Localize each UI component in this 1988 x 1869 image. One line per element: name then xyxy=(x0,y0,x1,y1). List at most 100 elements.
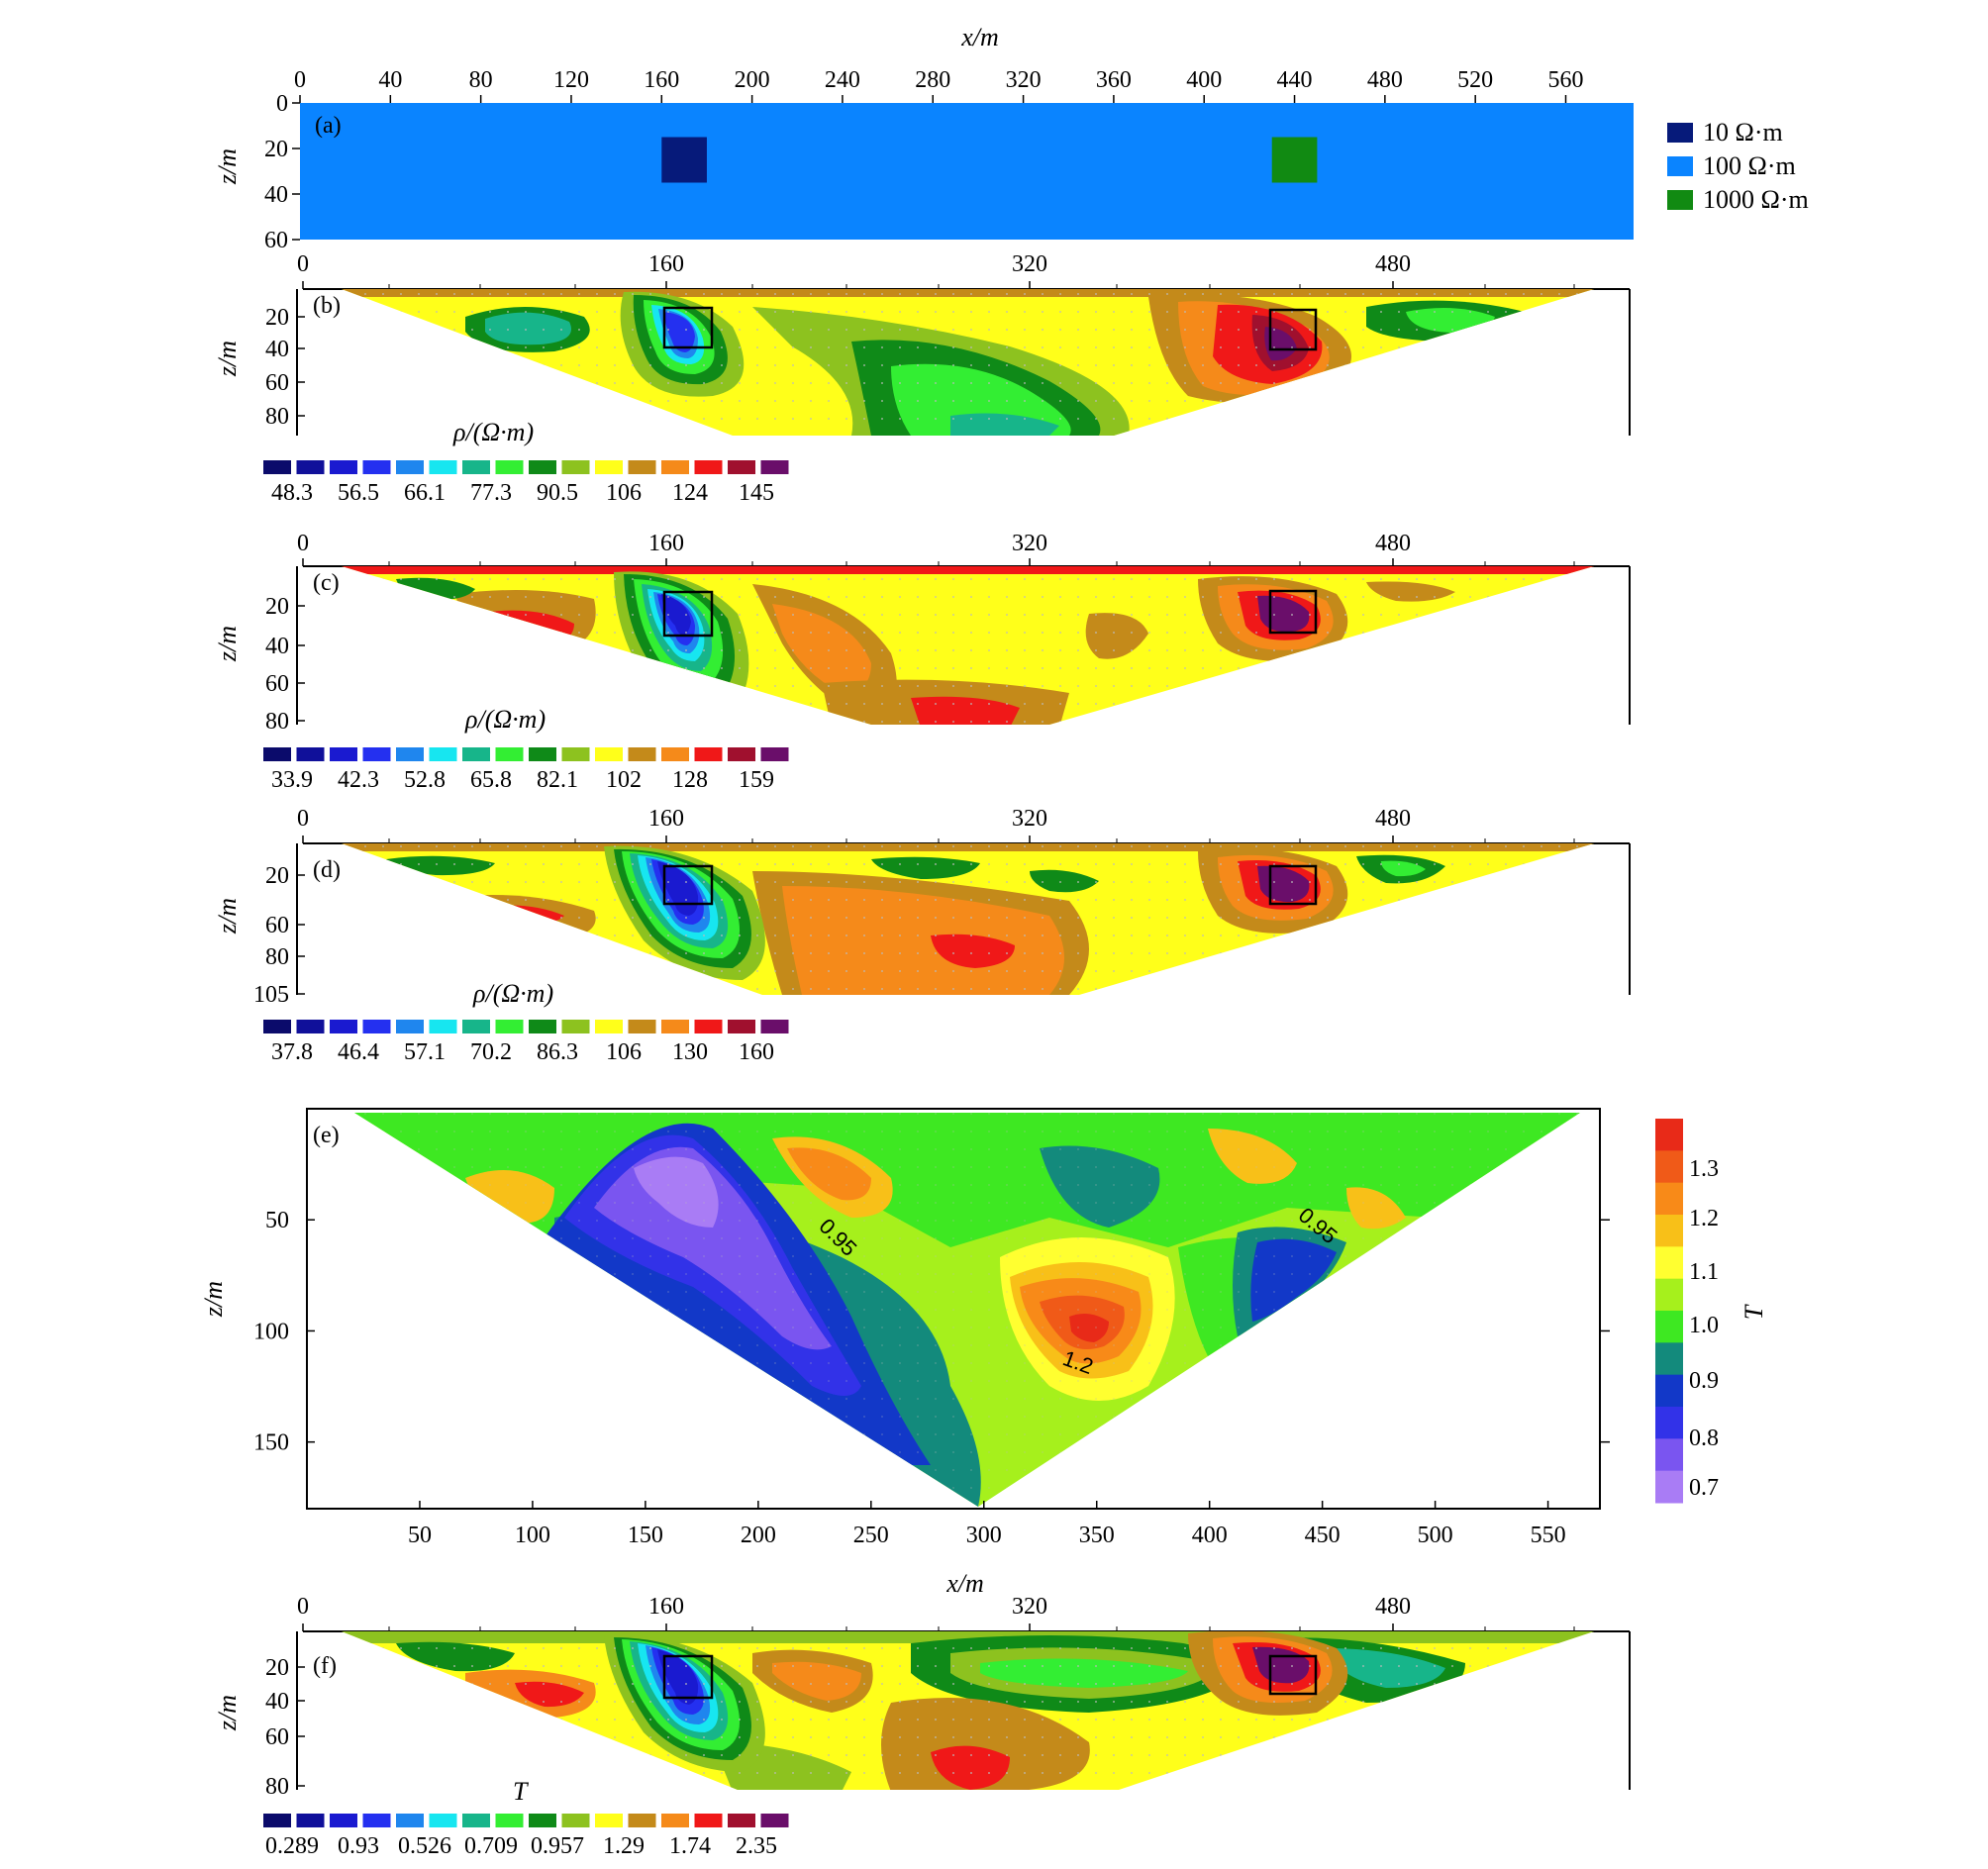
x-tick-label: 160 xyxy=(648,806,684,832)
panel-f: 0 160 320 480 20 40 60 80 z/m xyxy=(213,1594,1631,1859)
x-tick-label: 480 xyxy=(1375,531,1411,556)
x-tick-label: 480 xyxy=(1367,67,1403,93)
colorbar-label: 1.3 xyxy=(1689,1156,1719,1182)
x-tick-label: 320 xyxy=(1012,806,1047,832)
legend-swatch xyxy=(1667,123,1693,143)
panel-b-section xyxy=(342,289,1594,436)
colorbar-swatch xyxy=(661,1814,689,1827)
z-tick-label: 60 xyxy=(264,228,288,253)
x-tick-label: 320 xyxy=(1012,251,1047,277)
colorbar-label: 0.7 xyxy=(1689,1475,1719,1501)
colorbar-swatch xyxy=(495,1814,524,1827)
colorbar-swatch xyxy=(661,1020,689,1033)
panel-a: x/m 0 40 80 120 160 200 240 280 320 360 400 440 480 5… xyxy=(213,23,1809,253)
z-tick-label: 60 xyxy=(265,370,289,396)
colorbar-swatch xyxy=(561,460,590,474)
colorbar-swatch xyxy=(694,1020,723,1033)
colorbar-swatch xyxy=(296,747,325,761)
z-tick-label: 105 xyxy=(253,982,289,1008)
z-tick-label: 40 xyxy=(265,1689,289,1715)
colorbar-swatch xyxy=(529,460,556,474)
colorbar-swatch xyxy=(1655,1438,1683,1472)
colorbar-label: 0.526 xyxy=(398,1833,451,1859)
colorbar-swatch xyxy=(595,1020,623,1033)
colorbar-swatch xyxy=(529,1814,556,1827)
colorbar-swatch xyxy=(694,747,723,761)
z-tick-label: 60 xyxy=(265,1724,289,1750)
x-tick-label: 0 xyxy=(297,251,309,277)
legend-label: 10 Ω·m xyxy=(1703,118,1783,147)
colorbar-swatch xyxy=(728,1020,755,1033)
panel-c-ylabel: z/m xyxy=(213,626,242,662)
panel-c-block-outline-right xyxy=(1268,589,1318,635)
x-tick-label: 250 xyxy=(853,1523,889,1548)
x-tick-label: 440 xyxy=(1277,67,1313,93)
x-tick-label: 150 xyxy=(628,1523,663,1548)
colorbar-label: 145 xyxy=(739,480,774,506)
colorbar-swatch xyxy=(661,747,689,761)
colorbar-swatch xyxy=(760,747,789,761)
legend-swatch xyxy=(1667,156,1693,176)
x-tick-label: 200 xyxy=(741,1523,776,1548)
x-tick-label: 550 xyxy=(1531,1523,1566,1548)
colorbar-swatch xyxy=(661,460,689,474)
z-tick-label: 80 xyxy=(265,944,289,970)
colorbar-swatch xyxy=(429,1814,457,1827)
legend-swatch xyxy=(1667,190,1693,210)
x-tick-label: 0 xyxy=(297,1594,309,1620)
panel-b-x-ticks: 0 160 320 480 xyxy=(297,251,1575,289)
legend-label: 100 Ω·m xyxy=(1703,151,1796,180)
colorbar-swatch xyxy=(1655,1374,1683,1408)
x-tick-label: 240 xyxy=(825,67,860,93)
colorbar-swatch xyxy=(561,1814,590,1827)
x-tick-label: 400 xyxy=(1186,67,1222,93)
z-tick-label: 150 xyxy=(253,1430,289,1456)
x-tick-label: 100 xyxy=(515,1523,550,1548)
colorbar-label: 46.4 xyxy=(338,1039,379,1065)
x-tick-label: 450 xyxy=(1305,1523,1341,1548)
panel-f-z-ticks: 20 40 60 80 xyxy=(265,1655,305,1800)
panel-c-label: (c) xyxy=(313,570,340,596)
z-tick-label: 20 xyxy=(264,137,288,162)
z-tick-label: 80 xyxy=(265,404,289,430)
colorbar-swatch xyxy=(462,460,490,474)
colorbar-swatch xyxy=(296,460,325,474)
panel-e-colorbar-title: T xyxy=(1740,1304,1768,1320)
x-tick-label: 480 xyxy=(1375,806,1411,832)
x-tick-label: 520 xyxy=(1457,67,1493,93)
colorbar-swatch xyxy=(396,460,424,474)
colorbar-swatch xyxy=(362,747,391,761)
colorbar-swatch xyxy=(495,460,524,474)
x-tick-label: 120 xyxy=(553,67,589,93)
colorbar-swatch xyxy=(263,747,291,761)
x-tick-label: 200 xyxy=(735,67,770,93)
x-tick-label: 320 xyxy=(1012,1594,1047,1620)
colorbar-label: 1.1 xyxy=(1689,1259,1719,1285)
colorbar-swatch xyxy=(628,1814,656,1827)
z-tick-label: 40 xyxy=(265,634,289,659)
panel-e-ylabel: z/m xyxy=(199,1281,228,1318)
colorbar-label: 2.35 xyxy=(736,1833,777,1859)
colorbar-swatch xyxy=(330,1020,357,1033)
colorbar-swatch xyxy=(728,747,755,761)
z-tick-label: 100 xyxy=(253,1319,289,1344)
x-tick-label: 350 xyxy=(1079,1523,1115,1548)
colorbar-swatch xyxy=(462,1814,490,1827)
colorbar-swatch xyxy=(694,1814,723,1827)
colorbar-swatch xyxy=(362,1814,391,1827)
colorbar-label: 70.2 xyxy=(470,1039,512,1065)
z-tick-label: 60 xyxy=(265,671,289,697)
colorbar-swatch xyxy=(462,747,490,761)
colorbar-swatch xyxy=(728,1814,755,1827)
colorbar-swatch xyxy=(495,747,524,761)
panel-d-x-ticks: 0 160 320 480 xyxy=(297,806,1575,843)
colorbar-label: 86.3 xyxy=(537,1039,578,1065)
panel-b-block-outline-right xyxy=(1268,308,1318,351)
x-tick-label: 160 xyxy=(644,67,679,93)
panel-f-x-ticks: 0 160 320 480 xyxy=(297,1594,1575,1631)
x-tick-label: 360 xyxy=(1096,67,1132,93)
colorbar-swatch xyxy=(330,460,357,474)
colorbar-swatch xyxy=(263,1020,291,1033)
panel-f-block-outline-left xyxy=(662,1654,714,1700)
colorbar-swatch xyxy=(1655,1119,1683,1151)
